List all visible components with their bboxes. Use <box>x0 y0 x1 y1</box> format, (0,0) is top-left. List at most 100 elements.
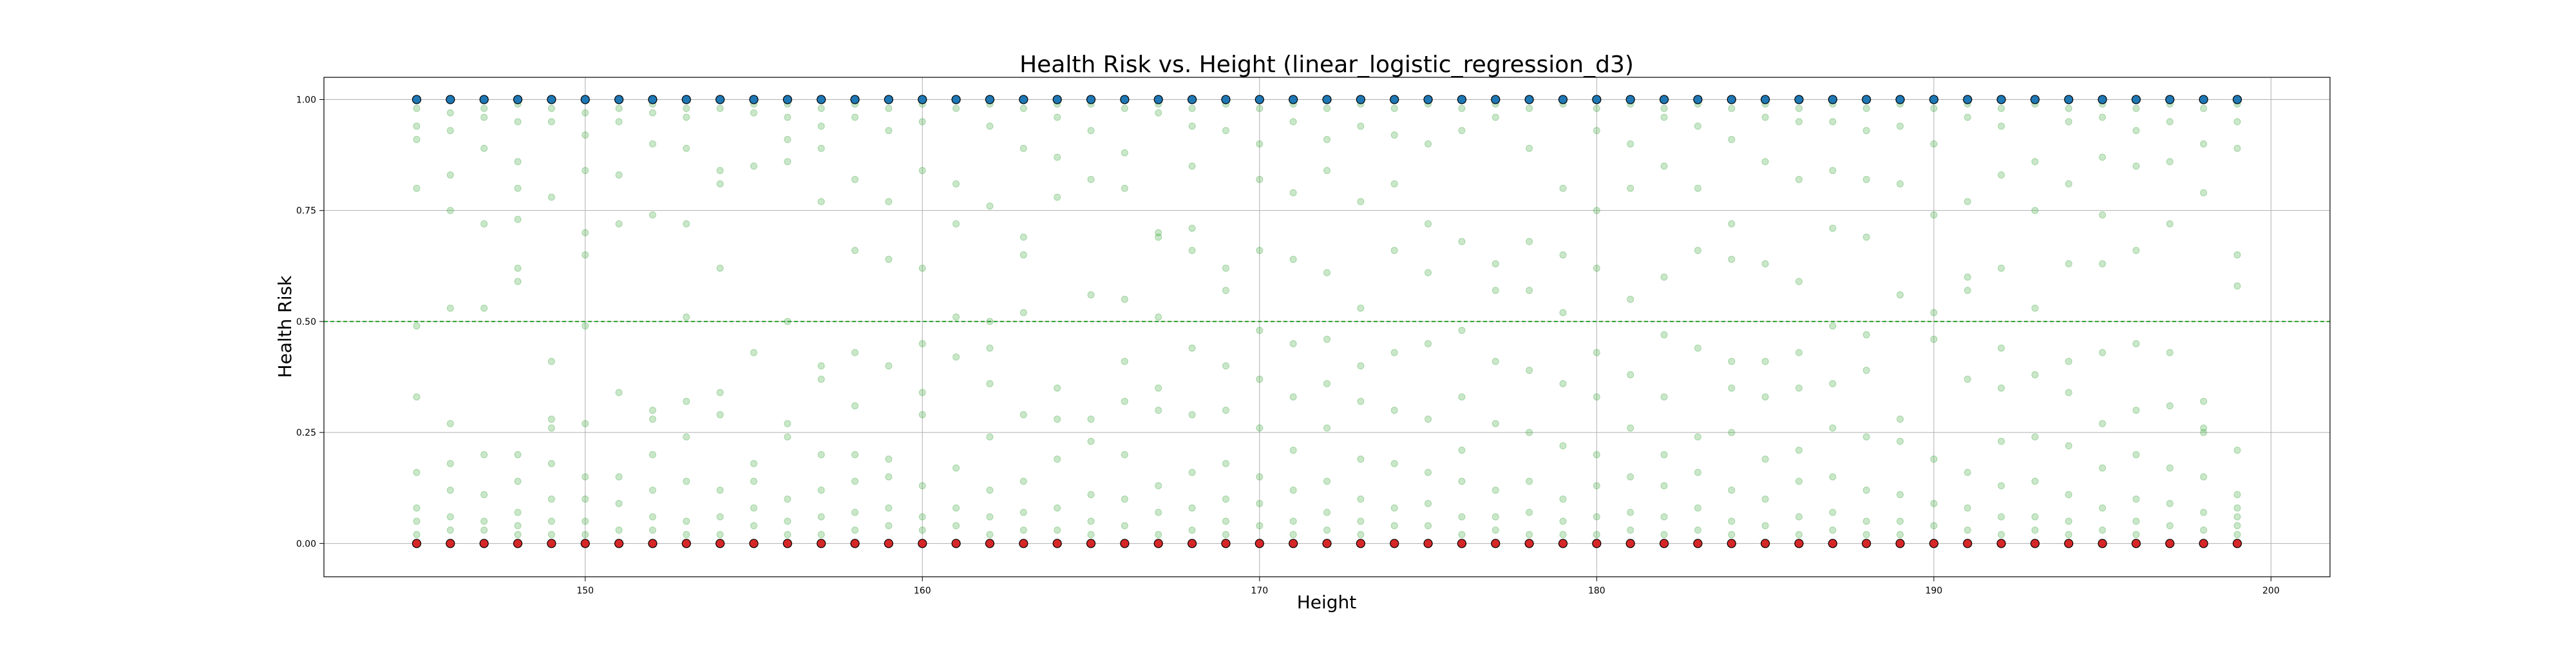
sample-point <box>1222 362 1229 370</box>
sample-point <box>885 362 893 370</box>
sample-point <box>480 104 488 112</box>
sample-point <box>1357 398 1365 405</box>
positive-class-point <box>1895 95 1905 104</box>
negative-class-point <box>749 539 759 548</box>
sample-point <box>649 487 656 494</box>
sample-point <box>683 517 690 525</box>
sample-point <box>1256 473 1264 481</box>
sample-point <box>547 531 555 539</box>
sample-point <box>1526 478 1533 485</box>
sample-point <box>582 131 589 139</box>
sample-point <box>2233 522 2241 530</box>
sample-point <box>413 135 421 143</box>
sample-point <box>480 451 488 459</box>
sample-point <box>2166 349 2174 356</box>
sample-point <box>1795 278 1803 285</box>
sample-point <box>1087 415 1095 423</box>
sample-point <box>986 122 994 130</box>
sample-point <box>1593 451 1600 459</box>
sample-point <box>446 420 454 427</box>
sample-point <box>750 349 757 356</box>
sample-point <box>1930 140 1938 148</box>
sample-point <box>1155 407 1162 414</box>
positive-class-point <box>918 95 927 104</box>
sample-point <box>1998 344 2005 352</box>
sample-point <box>851 478 859 485</box>
sample-point <box>683 313 690 321</box>
sample-point <box>582 517 589 525</box>
sample-point <box>1559 184 1567 192</box>
sample-point <box>1930 455 1938 463</box>
sample-point <box>1627 295 1634 303</box>
sample-point <box>2065 491 2072 499</box>
sample-point <box>1526 367 1533 374</box>
sample-point <box>2166 499 2174 507</box>
sample-point <box>1795 478 1803 485</box>
negative-class-point <box>1895 539 1905 548</box>
negative-class-point <box>850 539 860 548</box>
sample-point <box>2065 389 2072 396</box>
sample-point <box>1222 407 1229 414</box>
sample-point <box>582 251 589 259</box>
sample-point <box>885 504 893 512</box>
sample-point <box>446 526 454 534</box>
sample-point <box>1019 233 1027 241</box>
negative-class-point <box>782 539 792 548</box>
sample-point <box>1559 251 1567 259</box>
sample-point <box>1593 349 1600 356</box>
sample-point <box>1559 531 1567 539</box>
negative-class-point <box>446 539 455 548</box>
sample-point <box>1862 487 1870 494</box>
sample-point <box>1829 473 1837 481</box>
sample-point <box>2233 447 2241 454</box>
sample-point <box>514 264 522 272</box>
sample-point <box>1155 531 1162 539</box>
sample-point <box>582 531 589 539</box>
sample-point <box>1390 349 1398 356</box>
sample-point <box>1121 398 1128 405</box>
sample-point <box>547 424 555 432</box>
sample-point <box>1728 135 1736 143</box>
positive-class-point <box>1929 95 1938 104</box>
positive-class-point <box>749 95 759 104</box>
sample-point <box>1964 273 1971 281</box>
sample-point <box>1458 327 1466 334</box>
positive-class-point <box>1862 95 1871 104</box>
sample-point <box>1155 233 1162 241</box>
sample-point <box>1188 344 1196 352</box>
sample-point <box>1728 384 1736 392</box>
positive-class-point <box>1760 95 1770 104</box>
sample-point <box>2132 162 2140 170</box>
sample-point <box>1761 393 1769 401</box>
sample-point <box>1188 104 1196 112</box>
sample-point <box>683 220 690 227</box>
sample-point <box>1829 118 1837 126</box>
sample-point <box>2065 517 2072 525</box>
sample-point <box>413 517 421 525</box>
sample-point <box>1761 158 1769 166</box>
positive-class-point <box>2064 95 2074 104</box>
sample-point <box>480 113 488 121</box>
sample-point <box>615 171 623 179</box>
positive-class-point <box>2165 95 2175 104</box>
sample-point <box>1728 104 1736 112</box>
positive-class-point <box>884 95 894 104</box>
sample-point <box>2031 371 2039 379</box>
positive-class-point <box>1019 95 1028 104</box>
sample-point <box>986 513 994 521</box>
positive-class-point <box>985 95 995 104</box>
y-tick-label: 0.00 <box>296 539 316 549</box>
sample-point <box>413 504 421 512</box>
positive-class-point <box>1322 95 1332 104</box>
sample-point <box>1694 433 1701 441</box>
sample-point <box>1660 113 1668 121</box>
sample-point <box>446 459 454 467</box>
sample-point <box>2200 429 2208 436</box>
sample-point <box>918 118 926 126</box>
sample-point <box>1627 371 1634 379</box>
positive-class-point <box>782 95 792 104</box>
sample-point <box>817 451 825 459</box>
sample-point <box>1121 451 1128 459</box>
sample-point <box>413 468 421 476</box>
